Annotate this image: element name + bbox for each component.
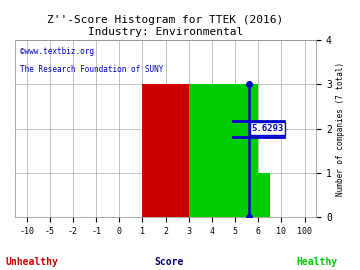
- Text: Unhealthy: Unhealthy: [6, 257, 59, 267]
- Text: Healthy: Healthy: [296, 257, 337, 267]
- Bar: [143, 85, 189, 217]
- Text: ©www.textbiz.org: ©www.textbiz.org: [20, 47, 94, 56]
- Bar: [189, 85, 258, 217]
- Text: The Research Foundation of SUNY: The Research Foundation of SUNY: [20, 65, 163, 73]
- Y-axis label: Number of companies (7 total): Number of companies (7 total): [336, 62, 345, 196]
- Title: Z''-Score Histogram for TTEK (2016)
Industry: Environmental: Z''-Score Histogram for TTEK (2016) Indu…: [48, 15, 284, 37]
- Bar: [258, 173, 270, 217]
- Text: Score: Score: [154, 257, 184, 267]
- Text: 5.6293: 5.6293: [251, 124, 284, 133]
